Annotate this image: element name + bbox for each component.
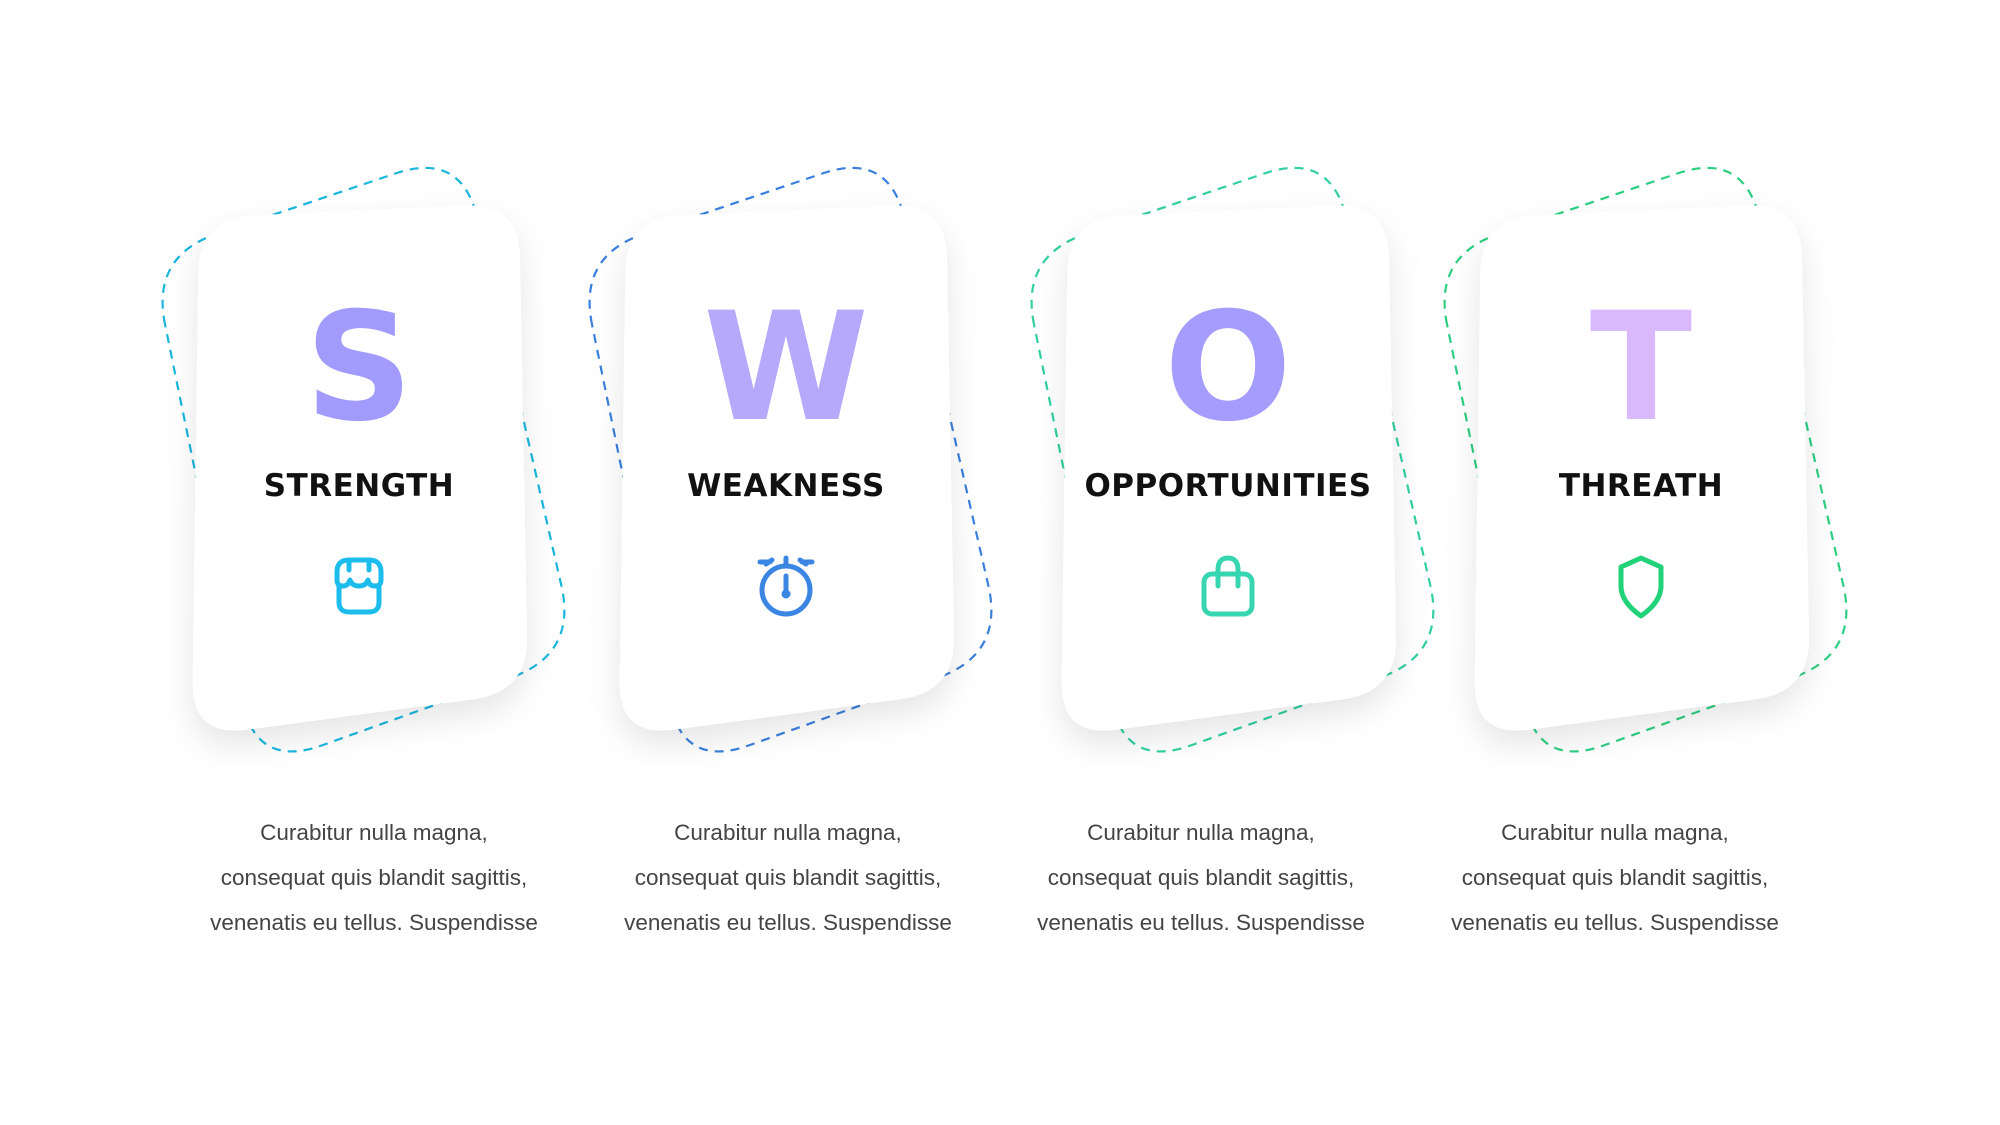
description-line: venenatis eu tellus. Suspendisse [624,910,952,935]
card-background [192,205,528,731]
description-line: venenatis eu tellus. Suspendisse [1451,910,1779,935]
shopping-bag-icon [1201,555,1255,617]
description-line: consequat quis blandit sagittis, [220,865,528,890]
description-line: Curabitur nulla magna, [674,820,902,845]
description-line: Curabitur nulla magna, [1501,820,1729,845]
card-letter: O [1164,281,1292,455]
card-description: Curabitur nulla magna, consequat quis bl… [1001,810,1401,945]
card-background [619,205,955,731]
dashed-outline [1443,166,1848,753]
dashed-outline [588,166,993,753]
description-line: consequat quis blandit sagittis, [634,865,942,890]
description-line: venenatis eu tellus. Suspendisse [210,910,538,935]
description-line: Curabitur nulla magna, [260,820,488,845]
card-title: STRENGTH [263,468,455,504]
card-background [1474,205,1810,731]
card-title: WEAKNESS [687,468,885,504]
card-letter: W [703,281,869,455]
dashed-outline [161,166,566,753]
description-line: Curabitur nulla magna, [1087,820,1315,845]
card-letter: T [1589,281,1693,455]
card-letter: S [304,281,414,455]
card-description: Curabitur nulla magna, consequat quis bl… [588,810,988,945]
card-background [1061,205,1397,731]
card-title: OPPORTUNITIES [1084,468,1372,504]
card-title: THREATH [1558,468,1724,504]
description-line: venenatis eu tellus. Suspendisse [1037,910,1365,935]
store-icon [334,557,384,615]
shield-icon [1618,555,1664,619]
dashed-outline [1030,166,1435,753]
stopwatch-icon [757,555,815,617]
card-description: Curabitur nulla magna, consequat quis bl… [1415,810,1815,945]
card-description: Curabitur nulla magna, consequat quis bl… [174,810,574,945]
description-line: consequat quis blandit sagittis, [1461,865,1769,890]
description-line: consequat quis blandit sagittis, [1047,865,1355,890]
